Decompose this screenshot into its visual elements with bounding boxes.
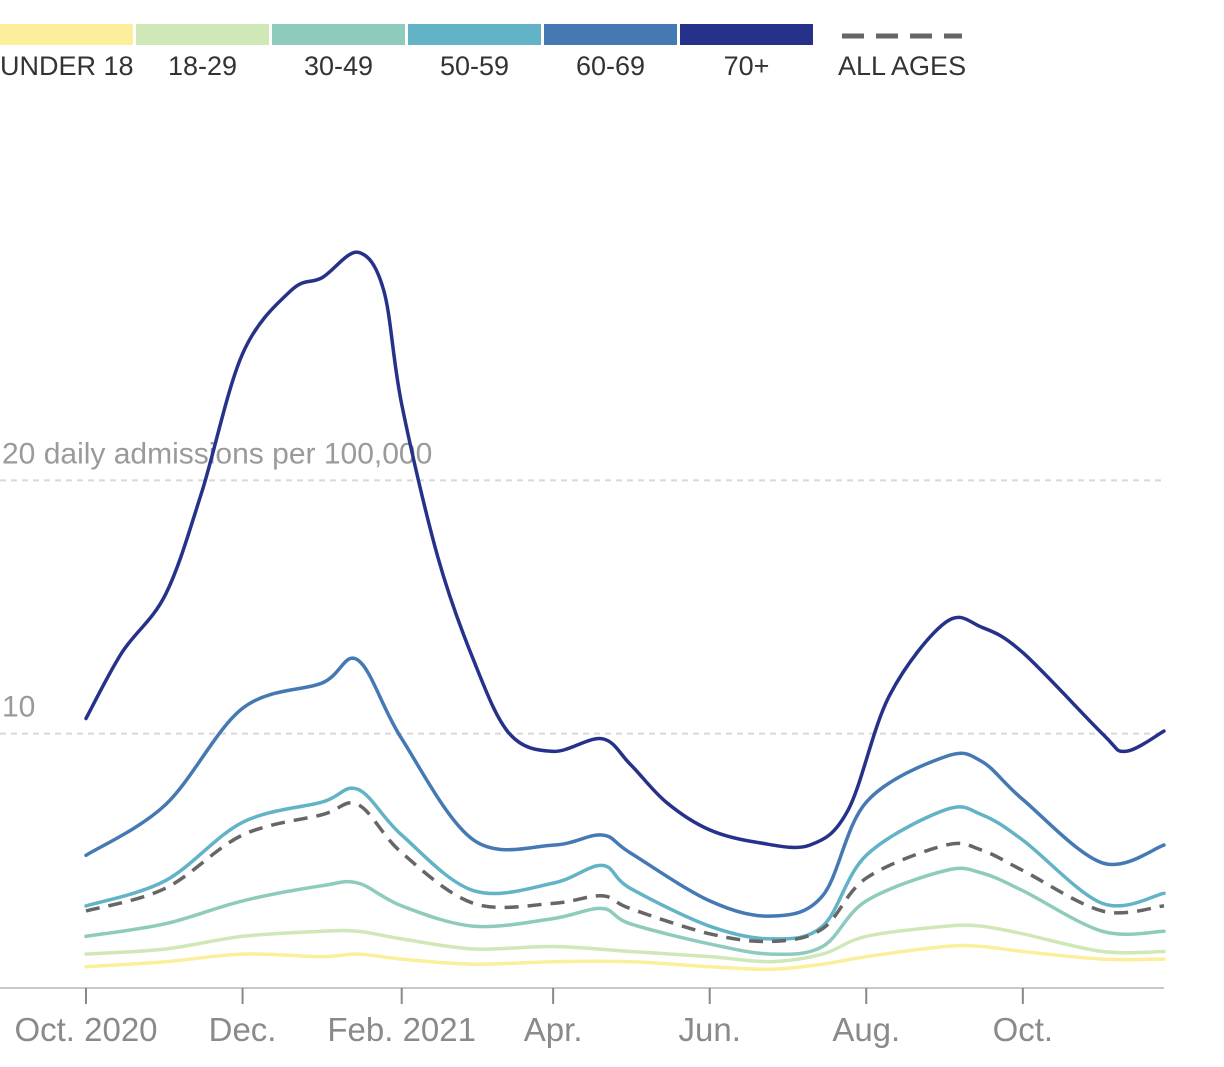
legend-label-under-18: UNDER 18 (0, 51, 134, 81)
series-line-60-69 (84, 656, 1166, 918)
legend-swatch-30-49 (272, 24, 405, 45)
legend-swatch-50-59 (408, 24, 541, 45)
series-lines (84, 250, 1166, 972)
legend-swatch-60-69 (544, 24, 677, 45)
legend-label-50-59: 50-59 (439, 51, 510, 81)
x-tick-label-apr: Apr. (524, 1011, 583, 1048)
legend-swatch-18-29 (136, 24, 269, 45)
series-line-under-18 (84, 943, 1166, 972)
series-line-30-49 (84, 866, 1166, 957)
legend-label-60-69: 60-69 (575, 51, 646, 81)
x-tick-label-aug: Aug. (832, 1011, 900, 1048)
legend-label-18-29: 18-29 (167, 51, 238, 81)
x-tick-label-dec: Dec. (209, 1011, 277, 1048)
legend-label-30-49: 30-49 (303, 51, 374, 81)
chart-legend: UNDER 18 18-29 30-49 50-59 60-69 70+ ALL AGES (0, 22, 980, 92)
series-line-18-29 (84, 923, 1166, 964)
legend-swatch-all-ages (842, 33, 962, 39)
legend-label-all-ages: ALL AGES (838, 51, 967, 81)
series-line-70 (84, 250, 1166, 850)
x-tick-label-jun: Jun. (679, 1011, 741, 1048)
legend-swatch-70 (680, 24, 813, 45)
legend-label-70: 70+ (723, 51, 770, 81)
gridline-label-10: 10 (2, 691, 35, 724)
x-tick-label-oct-2020: Oct. 2020 (14, 1011, 157, 1048)
series-line-all-ages (85, 801, 1165, 944)
x-axis: Oct. 2020 Dec. Feb. 2021 Apr. Jun. Aug. Oct. (0, 987, 1164, 1048)
x-tick-label-feb-2021: Feb. 2021 (327, 1011, 476, 1048)
x-tick-label-oct: Oct. (993, 1011, 1054, 1048)
series-line-50-59 (84, 786, 1166, 941)
legend-swatch-under-18 (0, 24, 133, 45)
